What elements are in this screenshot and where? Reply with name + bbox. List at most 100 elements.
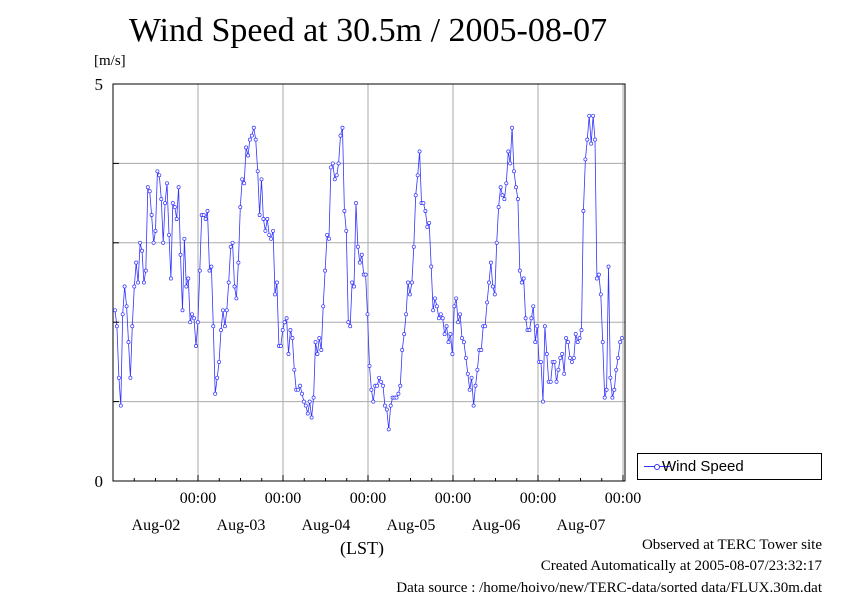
data-point xyxy=(288,328,293,333)
data-point xyxy=(566,340,570,345)
data-point xyxy=(249,133,254,138)
data-point xyxy=(234,296,239,301)
data-point xyxy=(404,312,409,317)
data-point xyxy=(232,284,237,289)
x-axis-label: (LST) xyxy=(340,538,384,558)
data-point xyxy=(278,344,283,348)
footer-observed-site: Observed at TERC Tower site xyxy=(641,537,822,553)
data-point xyxy=(492,292,497,297)
data-point xyxy=(541,399,545,404)
data-point xyxy=(521,276,526,281)
data-point xyxy=(531,304,536,309)
data-point xyxy=(311,395,316,400)
data-point xyxy=(147,189,152,194)
data-point xyxy=(396,391,401,396)
data-point xyxy=(180,308,185,313)
data-point xyxy=(118,403,123,408)
plot-frame xyxy=(112,83,626,482)
data-point xyxy=(298,383,303,388)
data-point xyxy=(149,213,154,217)
data-point xyxy=(600,340,605,345)
data-point xyxy=(444,324,449,329)
data-point xyxy=(402,332,407,337)
data-point xyxy=(197,268,202,273)
data-point xyxy=(184,284,189,289)
data-point xyxy=(581,209,586,213)
axis-ticks: 00:00Aug-0200:00Aug-0300:00Aug-0400:00Au… xyxy=(95,75,642,534)
data-point xyxy=(556,367,561,372)
data-point xyxy=(174,217,179,221)
data-point xyxy=(517,268,522,273)
data-point xyxy=(247,137,252,142)
data-point xyxy=(429,264,434,269)
x-tick-label-date: Aug-02 xyxy=(132,517,181,534)
data-point xyxy=(506,149,511,154)
data-point xyxy=(128,375,133,380)
data-point xyxy=(409,280,414,285)
data-point xyxy=(413,193,418,198)
legend-swatch-icon xyxy=(644,464,670,470)
data-point xyxy=(583,157,588,162)
data-point xyxy=(589,141,594,146)
data-point xyxy=(120,312,125,317)
data-point xyxy=(548,379,553,384)
data-point xyxy=(261,217,266,221)
data-point xyxy=(355,244,360,249)
data-point xyxy=(163,201,168,206)
data-point xyxy=(398,383,403,388)
data-point xyxy=(479,348,484,352)
data-point xyxy=(161,240,166,245)
y-tick-label: 5 xyxy=(95,75,104,94)
data-point xyxy=(542,324,547,329)
chart-title: Wind Speed at 30.5m / 2005-08-07 xyxy=(128,12,608,49)
data-point xyxy=(130,324,135,329)
data-point xyxy=(411,244,416,249)
data-point xyxy=(141,280,146,285)
x-tick-label-date: Aug-07 xyxy=(557,517,606,534)
data-point xyxy=(502,197,507,202)
data-point xyxy=(190,312,195,317)
data-point xyxy=(292,367,297,372)
data-point xyxy=(533,340,538,345)
data-point xyxy=(284,316,289,321)
data-point xyxy=(363,272,368,277)
data-point xyxy=(224,308,229,313)
data-point xyxy=(228,244,233,249)
data-point xyxy=(153,228,158,233)
footer-data-source: Data source : /home/hoivo/new/TERC-data/… xyxy=(396,580,822,596)
data-point xyxy=(219,328,223,333)
data-point xyxy=(334,173,339,178)
data-point xyxy=(400,348,405,352)
data-point xyxy=(328,165,333,170)
data-point xyxy=(382,403,387,408)
data-point xyxy=(473,383,478,388)
x-tick-label-time: 00:00 xyxy=(520,490,556,507)
data-point xyxy=(352,284,356,289)
data-point xyxy=(201,213,206,217)
data-point xyxy=(577,336,582,341)
data-point xyxy=(346,320,351,325)
data-point xyxy=(327,236,331,241)
data-point xyxy=(194,344,198,348)
data-point xyxy=(568,355,572,360)
data-point xyxy=(282,320,287,325)
data-point xyxy=(552,359,557,364)
x-tick-label-time: 00:00 xyxy=(180,490,216,507)
data-point xyxy=(242,181,247,186)
data-point xyxy=(471,403,476,408)
data-point xyxy=(434,304,439,309)
y-tick-label: 0 xyxy=(95,472,104,491)
data-point xyxy=(475,367,480,372)
data-point xyxy=(251,125,256,130)
data-point xyxy=(246,153,250,158)
data-point xyxy=(209,264,214,269)
data-point xyxy=(273,292,277,297)
data-point xyxy=(452,304,457,309)
data-point xyxy=(172,205,177,210)
data-point xyxy=(113,308,117,313)
data-point xyxy=(523,316,528,321)
data-point xyxy=(124,304,129,309)
data-point xyxy=(222,324,227,329)
data-point xyxy=(407,292,412,297)
data-point xyxy=(483,324,488,329)
